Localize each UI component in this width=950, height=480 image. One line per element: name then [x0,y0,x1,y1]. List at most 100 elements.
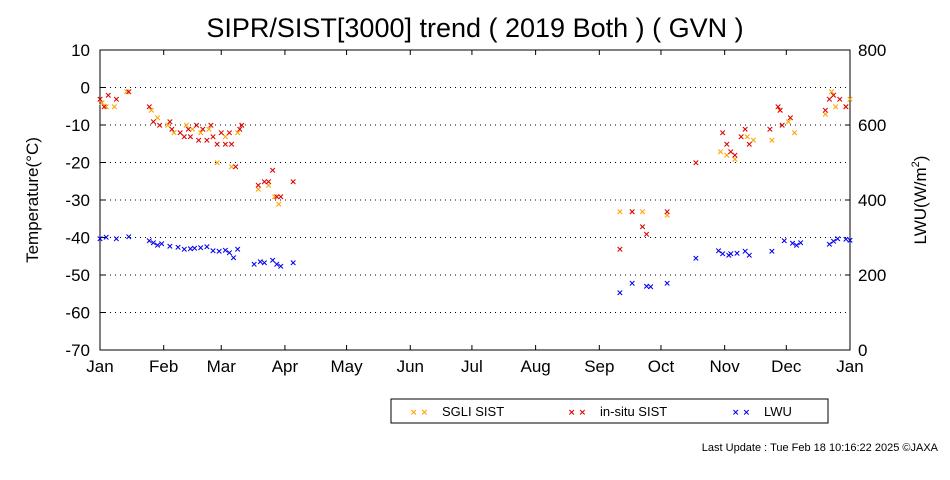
data-point-in-situ-sist: × [639,222,647,232]
data-point-in-situ-sist: × [176,129,184,139]
data-point-in-situ-sist: × [168,125,176,135]
data-point-lwu: × [226,249,234,259]
data-point-lwu: × [158,240,166,250]
data-point-sgli-sist: × [828,87,836,97]
data-point-in-situ-sist: × [180,132,188,142]
data-point-in-situ-sist: × [156,121,164,131]
y2-tick-label: 400 [858,191,886,210]
data-point-in-situ-sist: × [746,140,754,150]
legend: × × SGLI SIST × × in-situ SIST × × LWU [390,398,829,424]
x-tick-label: Feb [149,357,178,376]
data-point-lwu: × [733,249,741,259]
data-point-sgli-sist: × [154,114,162,124]
data-point-sgli-sist: × [254,185,262,195]
data-point-lwu: × [234,245,242,255]
data-point-in-situ-sist: × [741,125,749,135]
data-point-sgli-sist: × [234,129,242,139]
x-tick-label: Oct [648,357,675,376]
data-point-lwu: × [150,238,158,248]
data-point-sgli-sist: × [123,87,131,97]
data-point-in-situ-sist: × [265,177,273,187]
data-point-in-situ-sist: × [830,91,838,101]
data-point-in-situ-sist: × [207,121,215,131]
x-tick-label: Aug [520,357,550,376]
data-point-in-situ-sist: × [199,125,207,135]
y2-axis-label: LWU(W/m2) [910,156,930,245]
x-tick-label: May [331,357,364,376]
data-point-lwu: × [725,251,733,261]
data-point-in-situ-sist: × [628,207,636,217]
data-point-lwu: × [125,232,133,242]
data-point-lwu: × [154,241,162,251]
data-point-lwu: × [727,249,735,259]
data-point-in-situ-sist: × [822,106,830,116]
data-point-sgli-sist: × [791,129,799,139]
data-point-sgli-sist: × [723,151,731,161]
y-tick-label: 10 [71,41,90,60]
y2-tick-label: 800 [858,41,886,60]
x-tick-label: Sep [584,357,614,376]
data-point-in-situ-sist: × [203,136,211,146]
x-tick-label: Apr [272,357,299,376]
axis-ticks: 100-10-20-30-40-50-60-708006004002000Jan… [65,41,886,376]
data-point-in-situ-sist: × [222,140,230,150]
y-tick-label: -60 [65,304,90,323]
data-point-in-situ-sist: × [228,140,236,150]
data-point-sgli-sist: × [170,129,178,139]
data-point-sgli-sist: × [271,192,279,202]
last-update-footer: Last Update : Tue Feb 18 10:16:22 2025 ©… [702,442,939,454]
x-tick-label: Jul [461,357,483,376]
data-point-lwu: × [663,279,671,289]
y-tick-label: -70 [65,341,90,360]
data-point-sgli-sist: × [102,102,110,112]
x-tick-label: Jan [86,357,113,376]
data-marks: ×× ×××××××× × ×××××× ×××× × × ××× ××× ××××××× ××××… [96,87,854,298]
y-tick-label: 0 [81,79,90,98]
data-point-lwu: × [269,256,277,266]
data-point-sgli-sist: × [164,121,172,131]
x-tick-label: Jun [397,357,424,376]
data-point-lwu: × [741,247,749,257]
data-point-in-situ-sist: × [269,166,277,176]
data-point-lwu: × [209,247,217,257]
data-point-in-situ-sist: × [100,102,108,112]
data-point-in-situ-sist: × [254,181,262,191]
data-point-in-situ-sist: × [774,102,782,112]
data-point-in-situ-sist: × [692,159,700,169]
x-tick-label: Mar [207,357,237,376]
data-point-sgli-sist: × [717,147,725,157]
y-axis-label: Temperature(°C) [23,137,42,263]
data-point-lwu: × [174,243,182,253]
legend-marker: × × [410,408,428,418]
data-point-in-situ-sist: × [778,121,786,131]
data-point-sgli-sist: × [750,136,758,146]
data-point-lwu: × [793,241,801,251]
data-point-lwu: × [826,240,834,250]
legend-label: in-situ SIST [600,404,667,419]
x-tick-label: Dec [771,357,802,376]
y2-tick-label: 200 [858,266,886,285]
data-point-lwu: × [643,282,651,292]
data-point-lwu: × [166,242,174,252]
data-point-in-situ-sist: × [238,121,246,131]
data-point-sgli-sist: × [205,125,213,135]
data-point-lwu: × [846,236,854,246]
grid [100,87,850,313]
data-point-in-situ-sist: × [150,117,158,127]
data-point-lwu: × [289,259,297,269]
data-point-sgli-sist: × [842,102,850,112]
data-point-sgli-sist: × [228,162,236,172]
y2-tick-label: 0 [858,341,867,360]
y-tick-label: -10 [65,116,90,135]
data-point-lwu: × [261,258,269,268]
data-point-in-situ-sist: × [146,102,154,112]
data-point-in-situ-sist: × [731,151,739,161]
data-point-in-situ-sist: × [166,117,174,127]
data-point-lwu: × [257,258,265,268]
data-point-lwu: × [692,254,700,264]
data-point-lwu: × [187,244,195,254]
data-point-sgli-sist: × [213,159,221,169]
data-point-in-situ-sist: × [787,114,795,124]
data-point-lwu: × [616,288,624,298]
